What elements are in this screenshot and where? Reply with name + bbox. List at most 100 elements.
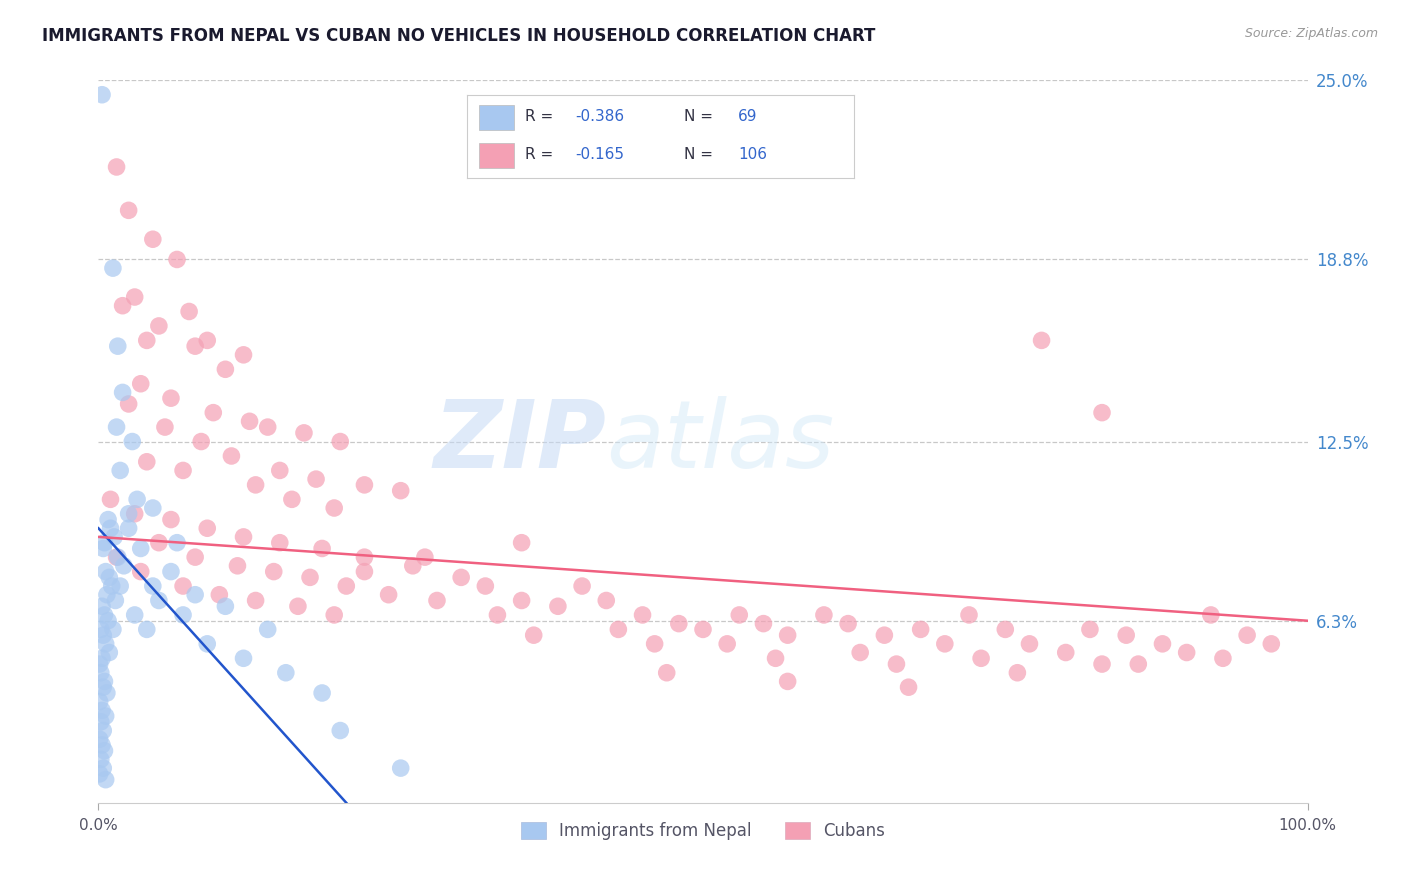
Point — [135, 455, 157, 469]
Point — [335, 579, 357, 593]
Point — [486, 607, 509, 622]
Point — [1128, 657, 1150, 671]
Point — [232, 530, 254, 544]
Point — [402, 558, 425, 573]
Point — [1212, 651, 1234, 665]
Point — [450, 570, 472, 584]
Point — [353, 565, 375, 579]
Point — [305, 472, 328, 486]
Point — [232, 651, 254, 665]
Point — [269, 463, 291, 477]
Point — [776, 628, 799, 642]
Point — [311, 686, 333, 700]
Point — [837, 616, 859, 631]
Point — [160, 565, 183, 579]
Point — [111, 385, 134, 400]
Point — [90, 714, 112, 729]
Point — [98, 570, 121, 584]
Point — [765, 651, 787, 665]
Point — [105, 160, 128, 174]
Point — [90, 752, 112, 766]
Point — [89, 732, 111, 747]
Point — [96, 686, 118, 700]
Point — [1007, 665, 1029, 680]
Point — [221, 449, 243, 463]
Point — [353, 478, 375, 492]
Point — [127, 492, 149, 507]
Point — [101, 261, 124, 276]
Point — [118, 203, 141, 218]
Point — [323, 501, 346, 516]
Point — [190, 434, 212, 449]
Point — [107, 339, 129, 353]
Point — [1078, 623, 1101, 637]
Point — [96, 588, 118, 602]
Point — [644, 637, 666, 651]
Point — [195, 637, 218, 651]
Point — [160, 512, 183, 526]
Point — [172, 463, 194, 477]
Point — [166, 535, 188, 549]
Point — [124, 607, 146, 622]
Point — [172, 607, 194, 622]
Point — [166, 252, 188, 267]
Point — [89, 657, 111, 671]
Point — [510, 593, 533, 607]
Point — [91, 87, 114, 102]
Point — [118, 521, 141, 535]
Point — [135, 334, 157, 348]
Point — [970, 651, 993, 665]
Point — [813, 607, 835, 622]
Point — [353, 550, 375, 565]
Point — [994, 623, 1017, 637]
Point — [214, 362, 236, 376]
Point — [389, 761, 412, 775]
Point — [148, 593, 170, 607]
Point — [91, 761, 114, 775]
Point — [100, 492, 122, 507]
Point — [98, 646, 121, 660]
Point — [94, 637, 117, 651]
Point — [118, 507, 141, 521]
Point — [263, 565, 285, 579]
Point — [776, 674, 799, 689]
Point — [752, 616, 775, 631]
Point — [1260, 637, 1282, 651]
Point — [121, 434, 143, 449]
Point — [129, 376, 152, 391]
Point — [93, 535, 115, 549]
Point — [413, 550, 436, 565]
Point — [523, 628, 546, 642]
Point — [108, 579, 131, 593]
Point — [91, 680, 114, 694]
Point — [287, 599, 309, 614]
Point — [89, 695, 111, 709]
Point — [153, 420, 176, 434]
Point — [897, 680, 920, 694]
Point — [886, 657, 908, 671]
Point — [135, 623, 157, 637]
Point — [474, 579, 496, 593]
Point — [728, 607, 751, 622]
Point — [91, 599, 114, 614]
Point — [124, 290, 146, 304]
Point — [195, 521, 218, 535]
Text: atlas: atlas — [606, 396, 835, 487]
Point — [108, 463, 131, 477]
Point — [91, 738, 114, 752]
Point — [873, 628, 896, 642]
Point — [274, 665, 297, 680]
Point — [89, 767, 111, 781]
Point — [1115, 628, 1137, 642]
Point — [160, 391, 183, 405]
Point — [607, 623, 630, 637]
Point — [202, 406, 225, 420]
Point — [148, 318, 170, 333]
Point — [91, 628, 114, 642]
Point — [94, 709, 117, 723]
Point — [256, 420, 278, 434]
Point — [1236, 628, 1258, 642]
Point — [91, 541, 114, 556]
Point — [124, 507, 146, 521]
Point — [184, 550, 207, 565]
